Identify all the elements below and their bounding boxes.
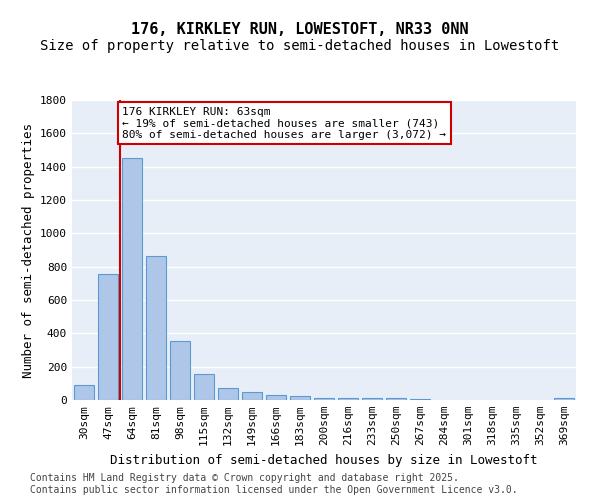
Bar [266,395,286,400]
Text: 176 KIRKLEY RUN: 63sqm
← 19% of semi-detached houses are smaller (743)
80% of se: 176 KIRKLEY RUN: 63sqm ← 19% of semi-det… [122,106,446,140]
Bar [338,398,358,400]
Bar [410,398,430,400]
Text: 176, KIRKLEY RUN, LOWESTOFT, NR33 0NN: 176, KIRKLEY RUN, LOWESTOFT, NR33 0NN [131,22,469,38]
Bar [74,386,94,400]
Y-axis label: Number of semi-detached properties: Number of semi-detached properties [22,122,35,378]
Bar [362,398,382,400]
Bar [194,374,214,400]
Text: Contains HM Land Registry data © Crown copyright and database right 2025.
Contai: Contains HM Land Registry data © Crown c… [30,474,518,495]
Text: Size of property relative to semi-detached houses in Lowestoft: Size of property relative to semi-detach… [40,39,560,53]
Bar [290,396,310,400]
Bar [314,398,334,400]
X-axis label: Distribution of semi-detached houses by size in Lowestoft: Distribution of semi-detached houses by … [110,454,538,466]
Bar [218,388,238,400]
Bar [242,392,262,400]
Bar [146,256,166,400]
Bar [98,274,118,400]
Bar [122,158,142,400]
Bar [554,398,574,400]
Bar [386,398,406,400]
Bar [170,341,190,400]
